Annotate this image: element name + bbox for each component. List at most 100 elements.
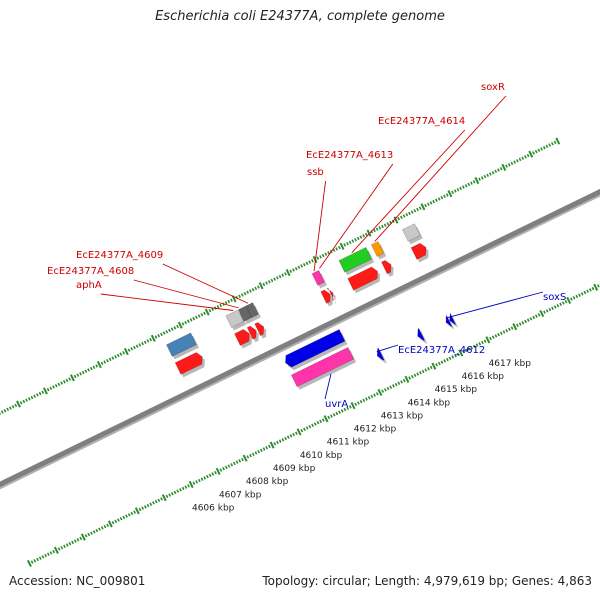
- reverse-tick: [485, 336, 491, 344]
- scale-label: 4610 kbp: [300, 451, 343, 461]
- reverse-gene-2-shade: [379, 351, 387, 364]
- reverse-tick: [335, 411, 339, 416]
- forward-tick: [176, 324, 179, 329]
- forward-tick: [11, 405, 15, 409]
- reverse-tick: [53, 546, 59, 554]
- reverse-tick: [79, 536, 83, 541]
- forward-tick: [227, 299, 231, 304]
- forward-tick: [257, 285, 260, 289]
- label-leader-4: [319, 163, 394, 269]
- label-leader-0: [100, 293, 234, 311]
- reverse-tick: [103, 524, 107, 529]
- forward-tick: [399, 215, 403, 220]
- forward-tick: [513, 160, 516, 164]
- gene-label: EcE24377A_4609: [76, 250, 163, 261]
- forward-tick: [25, 398, 28, 402]
- forward-tick: [378, 226, 382, 230]
- forward-tick: [302, 262, 306, 267]
- forward-tick: [464, 184, 468, 188]
- reverse-tick: [424, 368, 428, 372]
- forward-tick: [416, 207, 419, 212]
- reverse-tick: [348, 405, 352, 409]
- reverse-tick: [419, 371, 422, 375]
- reverse-tick: [200, 477, 204, 481]
- scale-label: 4617 kbp: [489, 359, 532, 369]
- forward-tick: [542, 145, 546, 150]
- forward-tick: [486, 173, 490, 177]
- gene-label: EcE24377A_4613: [306, 150, 393, 161]
- forward-tick: [248, 289, 252, 293]
- reverse-tick: [373, 393, 376, 397]
- reverse-tick: [556, 303, 560, 308]
- reverse-tick: [76, 538, 80, 542]
- reverse-tick: [289, 434, 293, 438]
- forward-tick: [518, 157, 522, 162]
- reverse-tick: [269, 441, 275, 449]
- reverse-gene-5-shade: [452, 316, 459, 328]
- forward-tick: [285, 269, 291, 277]
- forward-tick: [435, 198, 438, 202]
- label-leader-5: [351, 129, 466, 253]
- reverse-tick: [80, 533, 86, 541]
- reverse-tick: [427, 367, 430, 371]
- reverse-tick: [431, 362, 437, 370]
- forward-tick: [270, 278, 274, 283]
- reverse-tick: [187, 484, 190, 488]
- forward-tick: [186, 319, 190, 323]
- forward-tick: [545, 144, 549, 149]
- forward-tick: [230, 298, 233, 302]
- reverse-gene-1: [290, 347, 355, 388]
- reverse-tick: [545, 309, 549, 313]
- forward-cds-10-shade: [329, 291, 337, 304]
- forward-tick: [472, 180, 476, 184]
- forward-tick: [157, 334, 161, 338]
- reverse-tick: [100, 526, 104, 530]
- forward-tick: [204, 308, 210, 316]
- forward-tick: [92, 365, 96, 369]
- forward-tick: [267, 280, 271, 284]
- reverse-tick: [526, 318, 530, 322]
- forward-tick: [432, 199, 436, 204]
- reverse-tick: [214, 470, 217, 475]
- reverse-tick: [71, 540, 74, 545]
- forward-tick: [54, 383, 58, 388]
- forward-tick: [108, 357, 112, 362]
- reverse-tick: [593, 283, 599, 291]
- reverse-tick: [505, 328, 509, 333]
- forward-tick: [327, 251, 330, 255]
- forward-tick: [197, 314, 201, 318]
- reverse-tick: [553, 305, 557, 309]
- forward-tick: [89, 366, 93, 371]
- reverse-tick: [281, 438, 285, 442]
- forward-tick: [305, 261, 309, 266]
- reverse-gene-3-shade: [420, 331, 428, 344]
- forward-tick: [143, 340, 147, 344]
- forward-tick: [393, 216, 399, 224]
- forward-tick: [440, 195, 444, 200]
- gene-label: soxR: [481, 82, 505, 93]
- reverse-tick: [122, 515, 126, 520]
- reverse-tick: [340, 409, 344, 413]
- reverse-tick: [265, 445, 269, 450]
- reverse-tick: [516, 323, 519, 328]
- forward-tick: [497, 168, 500, 172]
- forward-tick: [488, 172, 492, 176]
- reverse-tick: [146, 503, 150, 508]
- reverse-tick: [583, 290, 587, 295]
- forward-tick: [275, 276, 279, 280]
- reverse-tick: [125, 514, 128, 518]
- forward-tick: [351, 239, 355, 243]
- reverse-tick: [532, 315, 536, 320]
- map-title: Escherichia coli E24377A, complete genom…: [155, 9, 445, 24]
- reverse-tick: [470, 346, 474, 350]
- forward-tick: [505, 164, 508, 168]
- reverse-tick: [440, 360, 444, 364]
- forward-tick: [470, 181, 473, 185]
- reverse-tick: [323, 415, 329, 423]
- reverse-tick: [49, 551, 53, 555]
- reverse-tick: [130, 511, 134, 516]
- reverse-tick: [575, 294, 579, 299]
- label-leader-7: [324, 373, 332, 400]
- reverse-tick: [134, 507, 140, 515]
